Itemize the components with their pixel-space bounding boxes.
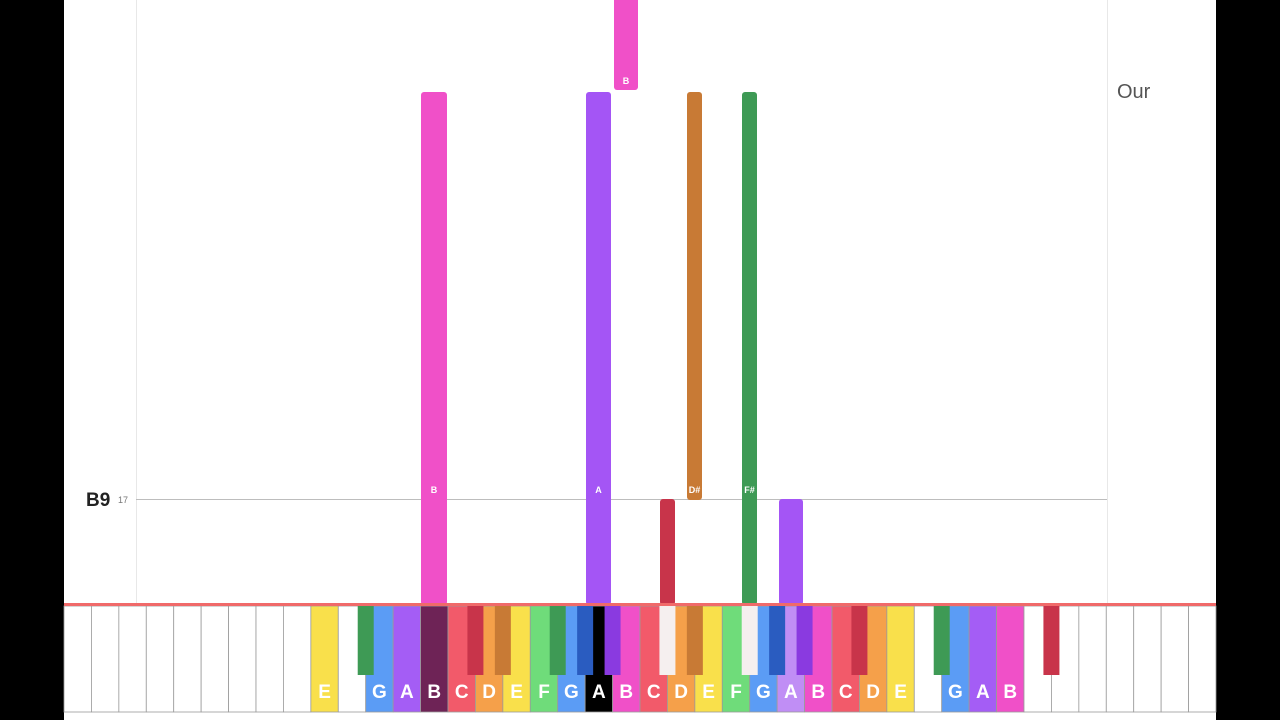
black-key (577, 606, 594, 675)
stage (64, 0, 1216, 720)
black-key (549, 606, 566, 675)
white-key (145, 605, 175, 713)
black-key (686, 606, 703, 675)
hit-line (64, 603, 1216, 606)
key-label: B (427, 682, 441, 703)
black-key (604, 606, 621, 675)
key-label: F (538, 682, 550, 703)
note-bar (421, 92, 447, 605)
white-key (228, 605, 257, 713)
black-key (357, 606, 374, 675)
note-label: D# (689, 485, 701, 495)
black-key (769, 606, 786, 675)
measure-number: 17 (118, 495, 128, 505)
key-label: E (894, 682, 907, 703)
black-key (467, 606, 484, 675)
black-key (796, 606, 813, 675)
key-label: D (866, 682, 880, 703)
key-label: D (482, 682, 496, 703)
black-key (741, 606, 758, 675)
note-bar (742, 92, 757, 605)
white-key (886, 605, 915, 713)
white-key (392, 605, 421, 713)
key-label: B (1003, 682, 1017, 703)
note-label: F# (744, 485, 755, 495)
white-key (283, 605, 312, 713)
black-key (851, 606, 868, 675)
note-bar (586, 92, 611, 605)
white-key (420, 605, 449, 713)
key-label: E (318, 682, 331, 703)
measure-label: B9 (86, 490, 110, 511)
note-label: B (623, 76, 630, 86)
note-bar (660, 499, 675, 605)
key-label: A (976, 682, 990, 703)
key-label: B (619, 682, 633, 703)
key-label: C (647, 682, 661, 703)
black-key (494, 606, 511, 675)
black-key (659, 606, 676, 675)
white-key (1078, 605, 1107, 713)
white-key (118, 605, 147, 713)
white-key (1160, 605, 1189, 713)
white-key (91, 605, 120, 713)
white-key (1105, 605, 1135, 713)
key-label: C (839, 682, 853, 703)
key-label: G (756, 682, 771, 703)
note-label: B (431, 485, 438, 495)
black-key (1043, 606, 1060, 675)
key-label: F (730, 682, 742, 703)
note-label: A (595, 485, 602, 495)
white-key (63, 605, 92, 713)
note-bar (779, 499, 803, 605)
key-label: B (811, 682, 825, 703)
key-label: A (784, 682, 798, 703)
key-label: D (674, 682, 688, 703)
key-label: A (400, 682, 414, 703)
key-label: G (564, 682, 579, 703)
key-label: G (372, 682, 387, 703)
note-bar (687, 92, 702, 500)
white-key (255, 605, 284, 713)
white-key (173, 605, 202, 713)
key-label: C (455, 682, 469, 703)
white-key (1133, 605, 1162, 713)
white-key (200, 605, 229, 713)
notes: B A D# F# B (421, 0, 803, 605)
key-label: A (592, 682, 606, 703)
side-text: Our (1117, 81, 1151, 103)
key-label: E (510, 682, 523, 703)
key-label: E (702, 682, 715, 703)
white-key (1188, 605, 1217, 713)
note-bar (614, 0, 638, 90)
black-key (933, 606, 950, 675)
key-label: G (948, 682, 963, 703)
